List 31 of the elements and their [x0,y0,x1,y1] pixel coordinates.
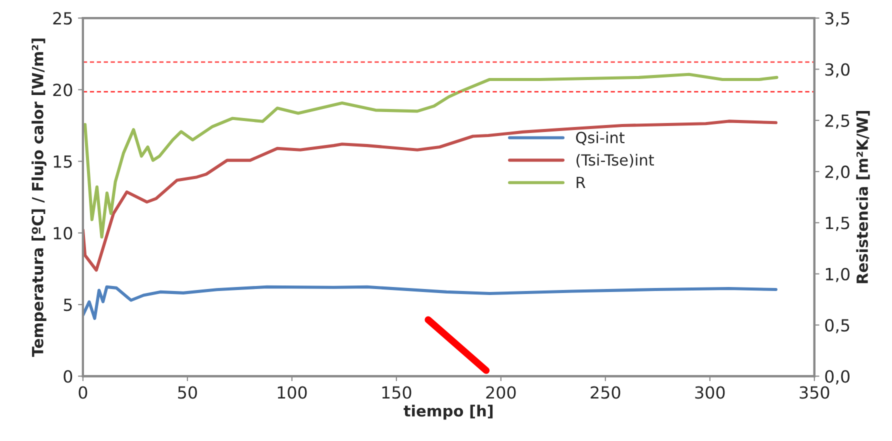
line-series [84,72,778,239]
x-tick-label: 50 [178,386,197,399]
legend-label: Qsi-int [576,132,625,146]
y2-tick-label: 3,5 [825,12,850,26]
y-tick-label: 15 [54,156,72,168]
y2-tick-label: 2,5 [825,114,850,129]
line-series [82,285,778,320]
y2-tick-label: 0,5 [825,318,850,334]
y2-tick-label: 1,0 [826,268,850,282]
x-tick-label: 150 [382,386,412,399]
x-tick-label: 350 [800,386,830,399]
legend-label: (Tsi-Tse)int [576,154,654,168]
y2-tick-label: 0,0 [825,370,850,384]
y2-axis-title: Resistencia [m²K/W] [856,111,870,284]
x-tick-label: 200 [486,386,516,399]
x-axis-title: tiempo [h] [404,404,493,420]
y2-tick-label: 1,5 [826,216,850,231]
y-tick-label: 10 [54,226,72,240]
x-tick-label: 0 [78,386,88,399]
y-axis-title: Temperatura [ºC] / Flujo calor [W/m²] [32,38,46,357]
y-tick-label: 0 [64,370,72,383]
y2-tick-label: 2,0 [825,166,850,180]
y-tick-label: 20 [53,84,72,96]
line-series [82,120,778,272]
y-tick-label: 25 [53,12,72,25]
x-tick-label: 250 [590,386,620,399]
legend-label: R [576,176,586,188]
x-tick-label: 300 [695,386,725,399]
y-tick-label: 5 [64,298,72,312]
y2-tick-label: 3,0 [825,63,850,78]
x-tick-label: 100 [278,386,307,399]
